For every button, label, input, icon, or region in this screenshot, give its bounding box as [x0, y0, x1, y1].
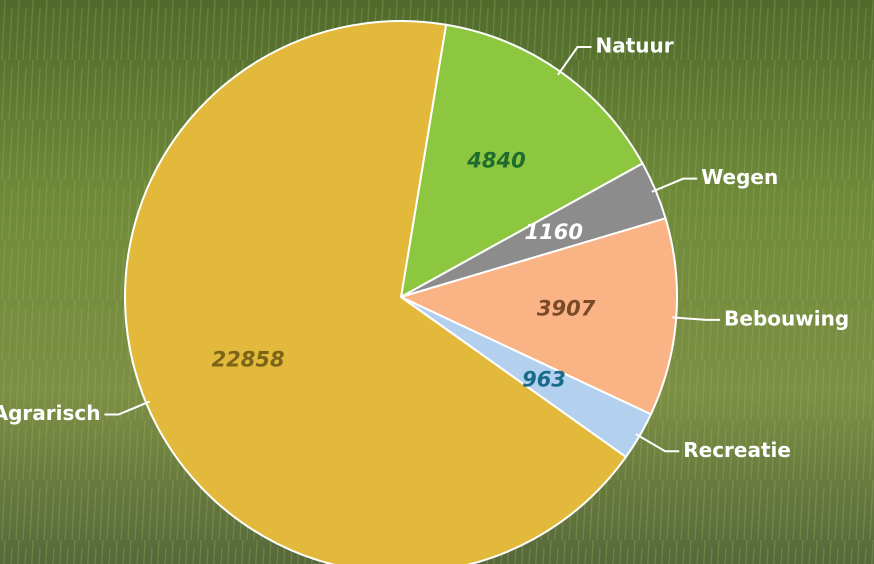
- value-label: 1160: [524, 220, 582, 244]
- value-label: 22858: [212, 348, 285, 372]
- chart: 4840 Natuur 1160 Wegen 3907 Bebouwing 963 Recre…: [0, 0, 874, 564]
- category-label: Wegen: [701, 165, 778, 189]
- category-label: Bebouwing: [724, 306, 849, 330]
- category-label: Natuur: [596, 34, 674, 58]
- value-label: 4840: [466, 149, 525, 173]
- category-label: Recreatie: [683, 438, 791, 462]
- value-label: 3907: [537, 296, 596, 320]
- value-label: 963: [522, 368, 566, 392]
- category-label: Agrarisch: [0, 401, 100, 425]
